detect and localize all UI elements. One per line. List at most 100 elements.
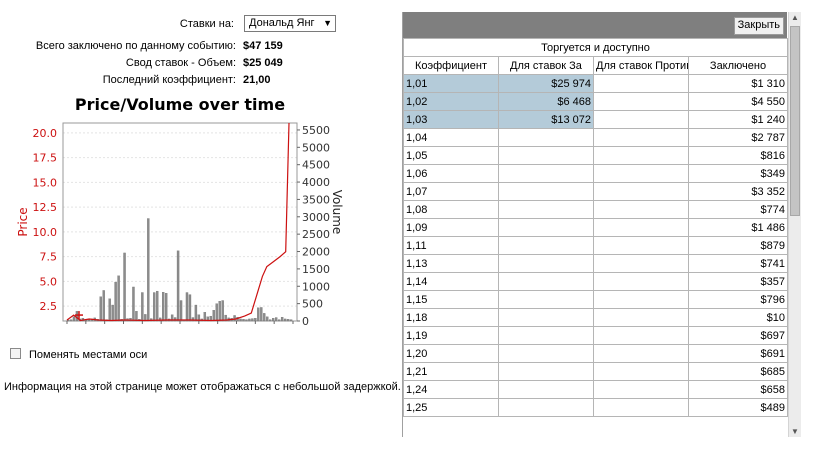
delay-note: Информация на этой странице может отобра… <box>4 381 401 393</box>
scrollbar-thumb[interactable] <box>790 26 800 216</box>
table-row: 1,19 $697 <box>403 326 789 345</box>
selection-dropdown[interactable]: Дональд Янг ▼ <box>244 15 336 32</box>
back-cell[interactable] <box>498 290 594 309</box>
back-cell[interactable] <box>498 326 594 345</box>
volume-bar <box>215 303 218 322</box>
odds-cell: 1,24 <box>403 380 499 399</box>
matched-cell: $1 486 <box>687 218 789 237</box>
back-cell[interactable]: $13 072 <box>498 110 594 129</box>
matched-cell: $697 <box>687 326 789 345</box>
table-scrollbar[interactable]: ▲ ▼ <box>788 12 801 437</box>
lay-cell[interactable] <box>593 110 689 129</box>
panel-header: Закрыть <box>403 12 787 38</box>
volume-bar <box>221 300 224 322</box>
right-tick-label: 1000 <box>302 280 330 293</box>
volume-bar <box>283 318 287 322</box>
back-cell[interactable] <box>498 146 594 165</box>
lay-cell[interactable] <box>593 218 689 237</box>
chevron-down-icon: ▼ <box>323 18 332 28</box>
lay-cell[interactable] <box>593 344 689 363</box>
right-tick-label: 4500 <box>302 159 330 172</box>
back-cell[interactable] <box>498 362 594 381</box>
lay-cell[interactable] <box>593 236 689 255</box>
volume-bar <box>153 292 156 322</box>
volume-bar <box>263 313 266 322</box>
lay-cell[interactable] <box>593 272 689 291</box>
volume-bar <box>173 317 177 322</box>
volume-bar <box>132 286 135 322</box>
back-cell[interactable] <box>498 272 594 291</box>
matched-cell: $3 352 <box>687 182 789 201</box>
back-cell[interactable]: $25 974 <box>498 74 594 93</box>
back-cell[interactable] <box>498 380 594 399</box>
table-row: 1,03 $13 072 $1 240 <box>403 110 789 129</box>
lay-cell[interactable] <box>593 200 689 219</box>
selection-value: Дональд Янг <box>249 17 315 29</box>
column-header-matched[interactable]: Заключено <box>687 56 789 75</box>
lay-cell[interactable] <box>593 74 689 93</box>
right-tick-label: 5000 <box>302 141 330 154</box>
odds-cell: 1,14 <box>403 272 499 291</box>
back-cell[interactable] <box>498 254 594 273</box>
column-header-back[interactable]: Для ставок За <box>498 56 594 75</box>
lay-cell[interactable] <box>593 380 689 399</box>
lay-cell[interactable] <box>593 128 689 147</box>
volume-bar <box>254 318 257 322</box>
lay-cell[interactable] <box>593 254 689 273</box>
left-tick-label: 12.5 <box>33 201 58 214</box>
volume-bar <box>179 300 183 322</box>
back-cell[interactable] <box>498 200 594 219</box>
scroll-down-icon[interactable]: ▼ <box>791 427 799 436</box>
swap-axes-checkbox[interactable] <box>10 348 21 359</box>
lay-cell[interactable] <box>593 362 689 381</box>
table-row: 1,24 $658 <box>403 380 789 399</box>
back-cell[interactable] <box>498 308 594 327</box>
odds-cell: 1,02 <box>403 92 499 111</box>
volume-bar <box>123 252 126 322</box>
left-tick-label: 7.5 <box>40 251 58 264</box>
odds-cell: 1,18 <box>403 308 499 327</box>
lay-cell[interactable] <box>593 290 689 309</box>
odds-cell: 1,08 <box>403 200 499 219</box>
lay-cell[interactable] <box>593 92 689 111</box>
matched-cell: $658 <box>687 380 789 399</box>
scroll-up-icon[interactable]: ▲ <box>791 13 799 22</box>
lay-cell[interactable] <box>593 164 689 183</box>
lay-cell[interactable] <box>593 308 689 327</box>
matched-cell: $685 <box>687 362 789 381</box>
odds-cell: 1,04 <box>403 128 499 147</box>
matched-cell: $796 <box>687 290 789 309</box>
volume-bar <box>218 301 221 322</box>
back-cell[interactable] <box>498 344 594 363</box>
back-cell[interactable] <box>498 164 594 183</box>
odds-cell: 1,19 <box>403 326 499 345</box>
back-cell[interactable] <box>498 182 594 201</box>
lay-cell[interactable] <box>593 182 689 201</box>
volume-bar <box>224 314 227 322</box>
right-axis-label: Volume <box>330 190 344 235</box>
odds-cell: 1,06 <box>403 164 499 183</box>
right-tick-label: 2000 <box>302 246 330 259</box>
lay-cell[interactable] <box>593 326 689 345</box>
volume-bar <box>69 319 73 322</box>
close-button[interactable]: Закрыть <box>733 17 784 35</box>
volume-bar <box>242 319 245 322</box>
column-header-lay[interactable]: Для ставок Против <box>593 56 689 75</box>
back-cell[interactable] <box>498 128 594 147</box>
volume-bar <box>87 319 91 322</box>
matched-cell: $741 <box>687 254 789 273</box>
lay-cell[interactable] <box>593 146 689 165</box>
back-cell[interactable] <box>498 398 594 417</box>
volume-bar <box>102 290 105 322</box>
back-cell[interactable] <box>498 236 594 255</box>
back-cell[interactable]: $6 468 <box>498 92 594 111</box>
volume-bar <box>162 292 165 322</box>
volume-bar <box>286 319 290 322</box>
volume-bar <box>260 307 263 322</box>
lay-cell[interactable] <box>593 398 689 417</box>
matched-cell: $879 <box>687 236 789 255</box>
column-header-odds[interactable]: Коэффициент <box>403 56 499 75</box>
matched-cell: $691 <box>687 344 789 363</box>
back-cell[interactable] <box>498 218 594 237</box>
table-row: 1,21 $685 <box>403 362 789 381</box>
